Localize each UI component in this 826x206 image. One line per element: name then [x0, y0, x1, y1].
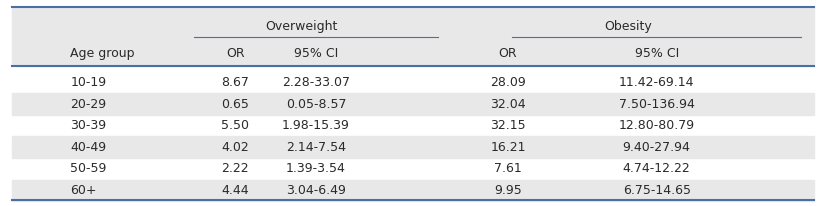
Text: 0.05-8.57: 0.05-8.57 [286, 97, 346, 111]
Text: 1.39-3.54: 1.39-3.54 [286, 162, 346, 176]
Text: 2.14-7.54: 2.14-7.54 [286, 141, 346, 154]
Text: 40-49: 40-49 [70, 141, 107, 154]
Text: 9.40-27.94: 9.40-27.94 [623, 141, 691, 154]
Text: OR: OR [499, 47, 517, 60]
Text: 95% CI: 95% CI [634, 47, 679, 60]
Text: 4.02: 4.02 [221, 141, 249, 154]
Text: 4.74-12.22: 4.74-12.22 [623, 162, 691, 176]
Text: 60+: 60+ [70, 184, 97, 197]
Bar [12, 93, 814, 115]
Text: 8.67: 8.67 [221, 76, 249, 89]
Text: 2.28-33.07: 2.28-33.07 [282, 76, 350, 89]
Text: 0.65: 0.65 [221, 97, 249, 111]
Text: 6.75-14.65: 6.75-14.65 [623, 184, 691, 197]
Text: 30-39: 30-39 [70, 119, 107, 132]
Text: 28.09: 28.09 [490, 76, 526, 89]
Text: 4.44: 4.44 [221, 184, 249, 197]
Text: 20-29: 20-29 [70, 97, 107, 111]
Text: Overweight: Overweight [265, 20, 338, 33]
Text: 10-19: 10-19 [70, 76, 107, 89]
Text: OR: OR [226, 47, 244, 60]
Text: 32.15: 32.15 [490, 119, 526, 132]
Text: 16.21: 16.21 [491, 141, 525, 154]
Text: 9.95: 9.95 [494, 184, 522, 197]
Text: Age group: Age group [70, 47, 135, 60]
Text: 7.50-136.94: 7.50-136.94 [619, 97, 695, 111]
Bar [12, 137, 814, 158]
Text: 50-59: 50-59 [70, 162, 107, 176]
Text: Obesity: Obesity [604, 20, 652, 33]
Bar [12, 180, 814, 201]
Text: 7.61: 7.61 [494, 162, 522, 176]
Bar [12, 7, 814, 66]
Text: 1.98-15.39: 1.98-15.39 [282, 119, 350, 132]
Text: 95% CI: 95% CI [294, 47, 338, 60]
Text: 12.80-80.79: 12.80-80.79 [619, 119, 695, 132]
Text: 2.22: 2.22 [221, 162, 249, 176]
Text: 5.50: 5.50 [221, 119, 249, 132]
Text: 11.42-69.14: 11.42-69.14 [619, 76, 695, 89]
Text: 32.04: 32.04 [490, 97, 526, 111]
Text: 3.04-6.49: 3.04-6.49 [286, 184, 346, 197]
